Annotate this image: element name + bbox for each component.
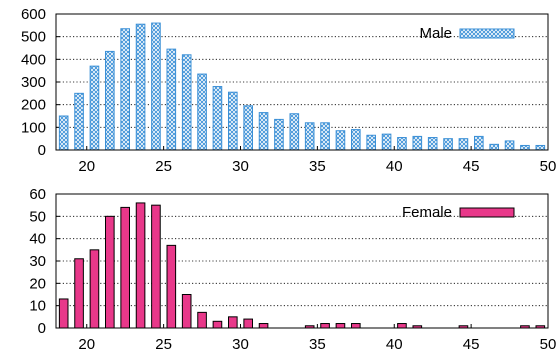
legend-label: Female [402, 204, 452, 221]
plot-frame [55, 13, 549, 151]
x-tick-label: 35 [309, 336, 326, 353]
bar [212, 320, 223, 329]
x-tick-label: 35 [309, 158, 326, 175]
y-tick-label: 500 [21, 29, 46, 46]
y-tick-label: 600 [21, 6, 46, 23]
y-tick-label: 20 [29, 275, 46, 292]
bar [166, 244, 177, 329]
bar [474, 135, 484, 151]
legend-swatch [459, 207, 515, 218]
legend-swatch [459, 28, 515, 39]
bar [151, 22, 161, 151]
bar [181, 294, 192, 329]
y-tick-label: 300 [21, 74, 46, 91]
y-tick-label: 50 [29, 208, 46, 225]
bar [304, 122, 315, 151]
bar [120, 28, 130, 151]
bar [258, 323, 269, 329]
x-tick-label: 40 [386, 336, 403, 353]
bar [58, 298, 69, 329]
y-tick-label: 10 [29, 298, 46, 315]
bar [105, 50, 115, 151]
bar [243, 105, 253, 151]
bar [397, 137, 407, 151]
x-tick-label: 50 [540, 336, 557, 353]
y-tick-label: 40 [29, 231, 46, 248]
y-tick-label: 400 [21, 51, 46, 68]
bar [320, 122, 330, 151]
bar [335, 323, 346, 329]
bar [520, 144, 530, 151]
x-tick-label: 30 [232, 158, 249, 175]
x-axis: 20 25 30 35 40 45 50 [78, 146, 556, 175]
bar [212, 86, 223, 151]
y-tick-label: 0 [38, 320, 46, 337]
x-tick-label: 20 [78, 336, 95, 353]
bar [289, 113, 300, 151]
bar [489, 143, 499, 151]
bar [412, 135, 423, 151]
bar [228, 91, 238, 151]
x-tick-label: 30 [232, 336, 249, 353]
bar [197, 311, 207, 329]
bar [89, 249, 100, 329]
bar [181, 54, 192, 151]
bar [535, 144, 546, 151]
bar [504, 140, 515, 151]
y-tick-label: 100 [21, 119, 46, 136]
bar [351, 129, 361, 151]
bar [58, 115, 69, 151]
bar [274, 118, 284, 151]
x-tick-label: 25 [155, 336, 172, 353]
chart-panel-1: 0 100 200 300 400 500 600 20 25 30 35 40 45 50 Male [21, 6, 556, 175]
y-tick-label: 30 [29, 253, 46, 270]
bars [58, 22, 546, 151]
bar [151, 204, 161, 329]
bar [458, 138, 469, 151]
y-axis: 0 10 20 30 40 50 60 [29, 186, 60, 337]
legend: Male [419, 25, 515, 42]
plot-frame [55, 193, 549, 329]
x-tick-label: 20 [78, 158, 95, 175]
bar [135, 23, 146, 151]
bar [320, 323, 330, 329]
chart-panel-2: 0 10 20 30 40 50 60 20 25 30 35 40 45 50 Female [29, 186, 556, 353]
bar [228, 316, 238, 329]
x-tick-label: 45 [463, 158, 480, 175]
x-tick-label: 50 [540, 158, 557, 175]
y-axis: 0 100 200 300 400 500 600 [21, 6, 60, 159]
bar [427, 137, 438, 151]
y-tick-label: 0 [38, 142, 46, 159]
bar [366, 134, 376, 151]
legend-label: Male [419, 25, 452, 42]
x-tick-label: 25 [155, 158, 172, 175]
bar [120, 206, 130, 329]
bar [351, 323, 361, 329]
bar [74, 92, 84, 151]
bar [243, 318, 253, 329]
bar [335, 130, 346, 151]
bar [381, 133, 392, 151]
bar [258, 112, 269, 151]
y-tick-label: 60 [29, 186, 46, 203]
bar [443, 138, 453, 151]
bars [58, 202, 546, 329]
bar [197, 73, 207, 151]
x-tick-label: 45 [463, 336, 480, 353]
x-tick-label: 40 [386, 158, 403, 175]
bar [166, 48, 177, 151]
x-axis: 20 25 30 35 40 45 50 [78, 324, 556, 353]
legend: Female [402, 204, 515, 221]
bar [89, 65, 100, 151]
bar [135, 202, 146, 329]
bar [397, 323, 407, 329]
bar [74, 258, 84, 329]
bar [105, 215, 115, 329]
y-tick-label: 200 [21, 97, 46, 114]
